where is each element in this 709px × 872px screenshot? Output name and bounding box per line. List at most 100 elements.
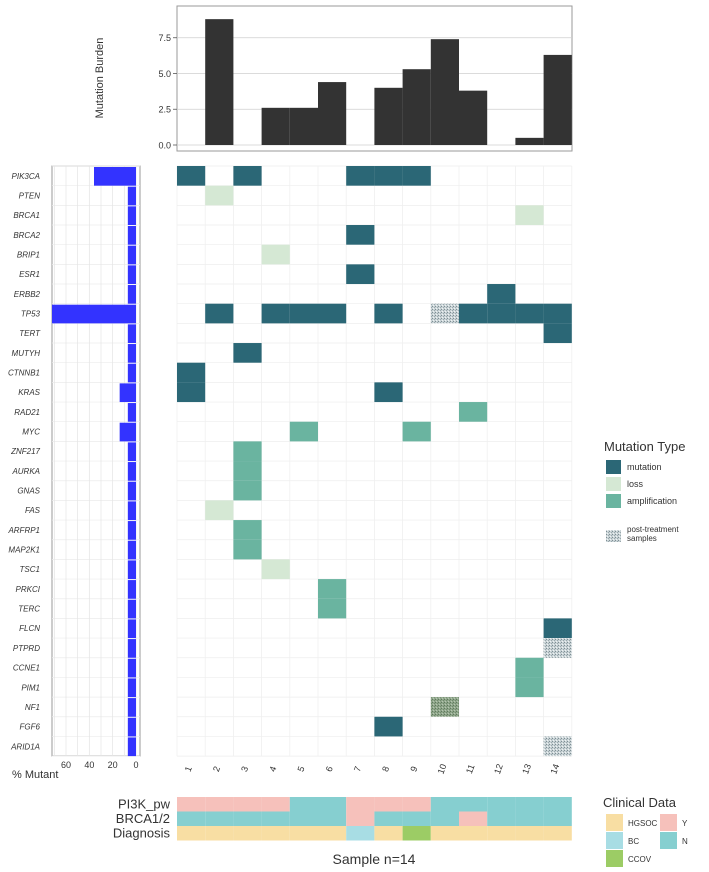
pct-bar-MAP2K1 — [127, 540, 136, 560]
burden-bar-sample-8 — [374, 87, 403, 145]
pct-bar-TSC1 — [127, 560, 136, 580]
pct-bar-MUTYH — [127, 344, 136, 363]
clinical-cell-Diagnosis-9 — [402, 826, 431, 841]
clinical-cell-PI3K_pw-5 — [289, 797, 318, 812]
sample-tick-label: 2 — [211, 765, 222, 773]
heat-cell-BRIP1-4 — [261, 244, 290, 265]
gene-label: MAP2K1 — [8, 546, 40, 555]
clinical-cell-BRCA1/2-7 — [346, 811, 375, 826]
heat-cell-PIM1-13 — [515, 677, 544, 698]
gene-label: ARFRP1 — [7, 526, 40, 535]
heat-cell-TP53-13 — [515, 303, 544, 324]
gene-label: KRAS — [18, 388, 40, 397]
burden-bar-sample-6 — [318, 82, 347, 145]
pct-bar-BRIP1 — [127, 245, 136, 265]
pct-bar-CCNE1 — [127, 658, 136, 678]
sample-count-label: Sample n=14 — [333, 851, 416, 867]
gene-label: ZNF217 — [10, 447, 40, 456]
clinical-cell-Diagnosis-5 — [289, 826, 318, 841]
pct-bar-TP53 — [52, 304, 136, 324]
pct-bar-BRCA2 — [127, 226, 136, 245]
pct-bar-ARID1A — [127, 737, 136, 757]
clinical-cell-Diagnosis-10 — [430, 826, 459, 841]
heat-cell-PRKCI-6 — [318, 579, 347, 599]
clinical-cell-BRCA1/2-12 — [487, 811, 516, 826]
clinical-cell-Diagnosis-11 — [459, 826, 488, 841]
gene-label: TSC1 — [20, 565, 40, 574]
heat-cell-MAP2K1-3 — [233, 539, 262, 560]
heat-cell-TP53-11 — [459, 303, 488, 324]
clinical-cell-PI3K_pw-14 — [543, 797, 572, 812]
clinical-cell-BRCA1/2-2 — [205, 811, 234, 826]
mutation-burden-axis-label: Mutation Burden — [94, 38, 106, 119]
sample-tick-label: 9 — [408, 765, 419, 773]
burden-bar-sample-13 — [515, 137, 544, 145]
clinical-cell-BRCA1/2-4 — [261, 811, 290, 826]
sample-tick-label: 1 — [183, 765, 194, 773]
clinical-cell-BRCA1/2-9 — [402, 811, 431, 826]
gene-label: TERC — [18, 605, 40, 614]
clinical-legend-swatch-BC — [606, 832, 623, 849]
clinical-cell-Diagnosis-3 — [233, 826, 262, 841]
gene-labels: PIK3CA PTEN BRCA1 BRCA2 BRIP1 ESR1 ERBB2 TP53 TE… — [7, 172, 41, 751]
gene-label: NF1 — [25, 703, 40, 712]
heat-cell-GNAS-3 — [233, 480, 262, 501]
sample-tick-label: 5 — [296, 765, 307, 773]
gene-label: FAS — [25, 506, 41, 515]
clinical-legend-label-Y: Y — [682, 819, 688, 828]
clinical-cell-PI3K_pw-11 — [459, 797, 488, 812]
gene-label: FLCN — [19, 624, 40, 633]
burden-bar-sample-11 — [459, 90, 488, 145]
clinical-legend-swatch-CCOV — [606, 850, 623, 867]
gene-label: BRCA2 — [13, 231, 40, 240]
gene-label: PIK3CA — [12, 172, 40, 181]
heat-cell-TP53-8 — [374, 303, 403, 324]
burden-y-tick-label: 5.0 — [158, 69, 171, 79]
gene-label: BRIP1 — [17, 251, 40, 260]
legend-swatch-amplification — [606, 494, 621, 508]
clinical-cell-Diagnosis-7 — [346, 826, 375, 841]
heat-cell-PIK3CA-1 — [177, 166, 206, 186]
clinical-cell-Diagnosis-2 — [205, 826, 234, 841]
burden-y-tick-label: 7.5 — [158, 33, 171, 43]
gene-label: PIM1 — [21, 683, 40, 692]
clinical-cell-BRCA1/2-14 — [543, 811, 572, 826]
heat-cell-PTEN-2 — [205, 185, 234, 206]
clinical-cell-PI3K_pw-6 — [318, 797, 347, 812]
mutation-burden-chart: 0.0 2.5 5.0 7.5 Mutation Burden — [94, 5, 573, 152]
heat-cell-AURKA-3 — [233, 461, 262, 481]
gene-label: RAD21 — [14, 408, 40, 417]
gene-label: PTPRD — [13, 644, 40, 653]
clinical-legend-title: Clinical Data — [603, 795, 677, 810]
clinical-row-label: PI3K_pw — [118, 797, 171, 812]
burden-bar-sample-4 — [261, 107, 290, 145]
clinical-cell-BRCA1/2-13 — [515, 811, 544, 826]
clinical-cell-BRCA1/2-3 — [233, 811, 262, 826]
clinical-legend-label-N: N — [682, 837, 688, 846]
pct-bar-PIM1 — [127, 678, 136, 698]
burden-bar-sample-2 — [205, 19, 234, 146]
sample-tick-label: 8 — [380, 765, 391, 773]
pct-bar-TERT — [127, 324, 136, 344]
pct-x-tick-label: 60 — [61, 760, 71, 770]
heat-cell-BRCA2-7 — [346, 225, 375, 245]
clinical-cell-Diagnosis-14 — [543, 826, 572, 841]
legend-swatch-loss — [606, 477, 621, 491]
sample-tick-label: 6 — [324, 765, 335, 773]
clinical-cell-BRCA1/2-11 — [459, 811, 488, 826]
gene-label: ARID1A — [10, 742, 40, 751]
pct-bar-GNAS — [127, 481, 136, 501]
sample-tick-label: 12 — [492, 763, 505, 776]
heat-cell-PIK3CA-9 — [402, 166, 431, 186]
gene-label: TP53 — [21, 310, 41, 319]
heat-cell-ZNF217-3 — [233, 441, 262, 462]
heat-cell-PIK3CA-3 — [233, 166, 262, 186]
heat-cell-TP53-5 — [289, 303, 318, 324]
legend-label-mutation: mutation — [627, 462, 662, 472]
heat-cell-FGF6-8 — [374, 716, 403, 737]
heat-cell-PIK3CA-8 — [374, 166, 403, 186]
mutation-legend-title: Mutation Type — [604, 439, 685, 454]
heat-cell-ERBB2-12 — [487, 284, 516, 304]
